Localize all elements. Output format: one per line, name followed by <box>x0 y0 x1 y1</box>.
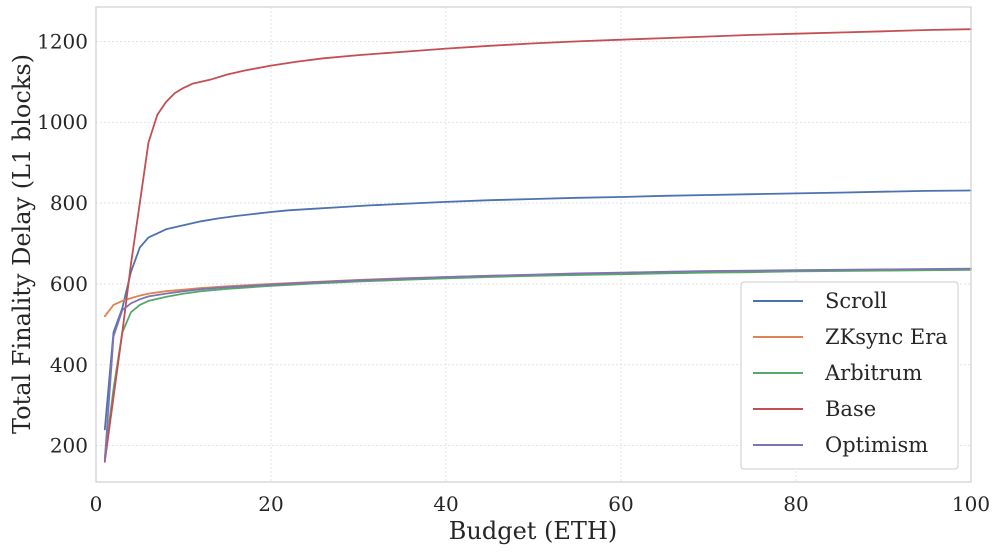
x-tick-label: 40 <box>433 492 458 516</box>
legend-label-arbitrum: Arbitrum <box>824 361 922 385</box>
y-tick-label: 1200 <box>37 29 88 53</box>
legend-box <box>740 281 959 470</box>
x-axis-ticks: 0 20 40 60 80 100 <box>90 492 990 516</box>
series-line-arbitrum <box>103 268 972 459</box>
legend-label-zksync-era: ZKsync Era <box>825 325 948 349</box>
y-tick-label: 800 <box>50 191 88 215</box>
x-tick-label: 20 <box>258 492 283 516</box>
y-tick-label: 1000 <box>37 110 88 134</box>
legend-label-optimism: Optimism <box>825 433 928 457</box>
y-axis-label: Total Finality Delay (L1 blocks) <box>8 54 36 434</box>
series-line-base <box>103 28 972 463</box>
x-tick-label: 80 <box>783 492 808 516</box>
y-tick-label: 400 <box>50 353 88 377</box>
y-axis-ticks: 200 400 600 800 1000 1200 <box>37 29 88 457</box>
y-tick-label: 600 <box>50 272 88 296</box>
grid <box>95 7 972 482</box>
y-tick-label: 200 <box>50 434 88 458</box>
series-lines <box>103 28 972 463</box>
x-axis-label: Budget (ETH) <box>449 517 617 545</box>
legend-label-base: Base <box>825 397 876 421</box>
plot-frame <box>95 6 972 483</box>
x-tick-label: 60 <box>608 492 633 516</box>
legend-label-scroll: Scroll <box>825 289 888 313</box>
series-line-scroll <box>103 189 972 431</box>
x-tick-label: 0 <box>90 492 103 516</box>
legend: Scroll ZKsync Era Arbitrum Base Optimism <box>740 281 959 470</box>
series-line-optimism <box>103 267 972 461</box>
x-tick-label: 100 <box>952 492 990 516</box>
